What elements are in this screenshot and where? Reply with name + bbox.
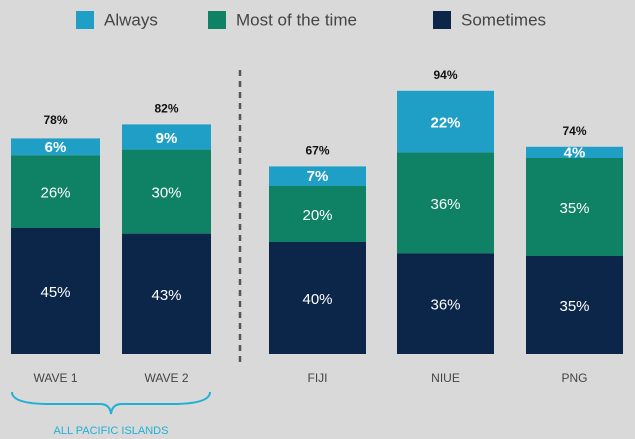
bar-segment — [11, 155, 100, 228]
bar-segment — [11, 228, 100, 354]
legend-label: Sometimes — [461, 10, 546, 29]
x-tick-label: WAVE 1 — [33, 371, 77, 385]
total-label: 94% — [433, 68, 457, 82]
value-label: 4% — [564, 144, 586, 161]
legend-swatch — [76, 11, 94, 29]
group-brace — [11, 391, 211, 415]
value-label: 6% — [45, 139, 67, 156]
bar-segment — [526, 158, 623, 256]
bar-segment — [269, 166, 366, 186]
value-label: 7% — [307, 168, 329, 185]
legend-swatch — [208, 11, 226, 29]
x-tick-label: PNG — [561, 371, 587, 385]
total-label: 82% — [154, 102, 178, 116]
x-tick-label: FIJI — [308, 371, 328, 385]
total-label: 74% — [562, 124, 586, 138]
total-label: 78% — [43, 113, 67, 127]
x-tick-label: NIUE — [431, 371, 460, 385]
bar-segment — [122, 124, 211, 150]
bar-segment — [397, 253, 494, 354]
value-label: 35% — [559, 200, 589, 217]
bar-segment — [397, 152, 494, 254]
legend-swatch — [433, 11, 451, 29]
value-label: 9% — [156, 130, 178, 147]
bar-segment — [122, 233, 211, 354]
bar-segment — [269, 242, 366, 354]
total-label: 67% — [305, 144, 329, 158]
value-label: 45% — [40, 284, 70, 301]
value-label: 30% — [151, 185, 181, 202]
bar-segment — [397, 90, 494, 153]
value-label: 36% — [430, 196, 460, 213]
bar-segment — [122, 149, 211, 234]
bar-segment — [11, 138, 100, 156]
legend-label: Always — [104, 10, 158, 29]
x-tick-label: WAVE 2 — [144, 371, 188, 385]
bar-segment — [526, 256, 623, 354]
legend-label: Most of the time — [236, 10, 357, 29]
value-label: 20% — [302, 207, 332, 224]
value-label: 40% — [302, 291, 332, 308]
value-label: 43% — [151, 287, 181, 304]
value-label: 36% — [430, 297, 460, 314]
value-label: 35% — [559, 298, 589, 315]
bar-segment — [269, 186, 366, 242]
group-label: ALL PACIFIC ISLANDS — [54, 425, 169, 437]
value-label: 26% — [40, 185, 70, 202]
bar-segment — [526, 146, 623, 158]
value-label: 22% — [430, 115, 460, 132]
